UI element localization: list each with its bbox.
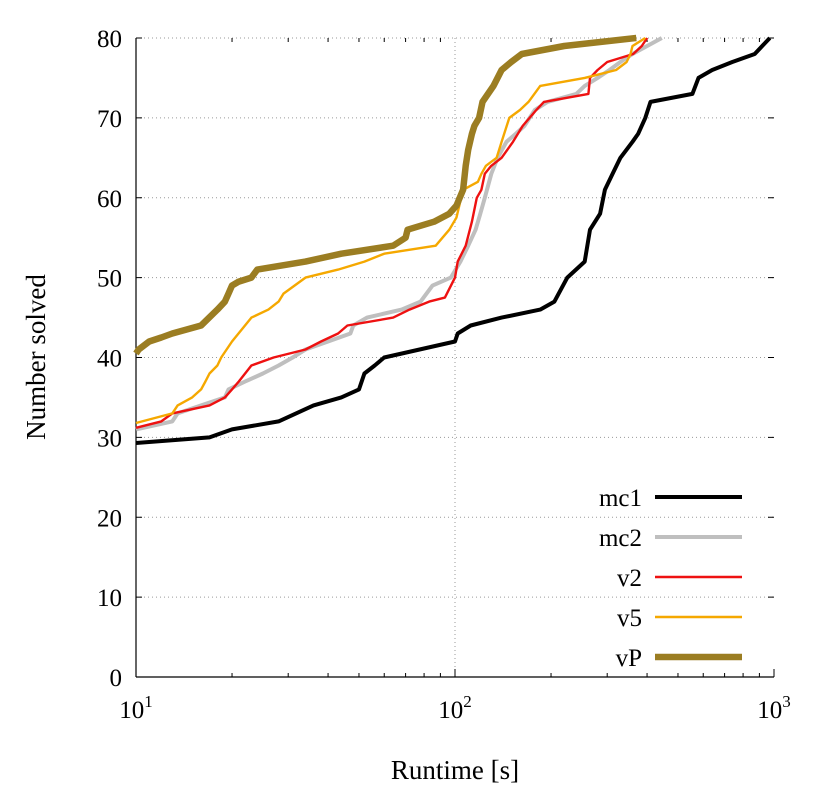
y-tick-label: 0 bbox=[110, 665, 123, 692]
y-tick-label: 50 bbox=[97, 266, 122, 293]
series-line-v2 bbox=[135, 37, 649, 429]
legend-label-v5: v5 bbox=[617, 605, 642, 632]
legend: mc1 mc2 v2 v5 vP bbox=[599, 485, 742, 672]
plot-frame bbox=[135, 37, 774, 678]
legend-label-vP: vP bbox=[616, 645, 642, 672]
series-lines bbox=[133, 34, 772, 445]
y-tick-label: 80 bbox=[97, 26, 122, 53]
series-line-mc2 bbox=[135, 36, 663, 432]
y-axis-label: Number solved bbox=[21, 274, 51, 440]
x-axis-label: Runtime [s] bbox=[391, 755, 519, 785]
y-tick-label: 30 bbox=[97, 425, 122, 452]
legend-label-mc2: mc2 bbox=[599, 525, 642, 552]
grid bbox=[136, 37, 774, 677]
x-tick-label: 101 bbox=[119, 692, 153, 724]
legend-label-mc1: mc1 bbox=[599, 485, 642, 512]
series-line-mc1 bbox=[135, 36, 772, 445]
y-tick-label: 60 bbox=[97, 186, 122, 213]
series-line-vP bbox=[133, 34, 637, 356]
x-tick-label: 103 bbox=[757, 692, 791, 724]
y-tick-label: 70 bbox=[97, 106, 122, 133]
y-tick-label: 40 bbox=[97, 346, 122, 373]
x-tick-label: 102 bbox=[438, 692, 472, 724]
legend-label-v2: v2 bbox=[617, 565, 642, 592]
y-tick-label: 10 bbox=[97, 585, 122, 612]
series-line-v5 bbox=[135, 36, 646, 425]
y-tick-label: 20 bbox=[97, 505, 122, 532]
ticks: 0 10 20 30 40 50 60 70 80 101 102 103 bbox=[97, 26, 791, 724]
